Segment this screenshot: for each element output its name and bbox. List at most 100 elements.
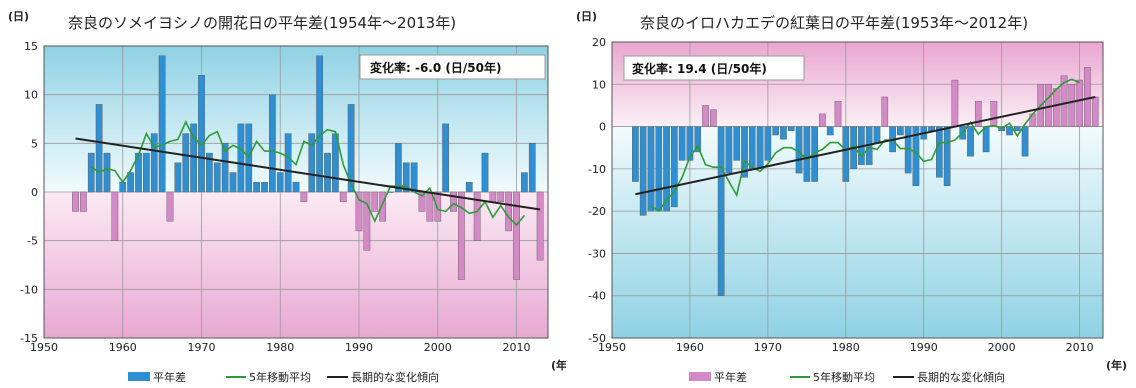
y-tick-label: 0 (599, 121, 606, 134)
bar (678, 126, 686, 161)
bar (967, 126, 974, 157)
bar (237, 123, 245, 193)
bar (489, 191, 497, 202)
bar (253, 182, 260, 193)
bar (1006, 126, 1013, 136)
y-tick-label: 20 (592, 36, 606, 49)
x-tick-label: 1980 (832, 341, 860, 354)
legend-trend-label: 長期的な変化傾向 (917, 370, 1005, 384)
bar (686, 126, 694, 161)
y-tick-label: 15 (24, 40, 38, 53)
x-tick-label: 1960 (676, 341, 704, 354)
y-axis-unit: (日) (576, 10, 597, 23)
bar (803, 126, 811, 182)
bar (150, 133, 158, 193)
plot-frame (611, 41, 1104, 339)
legend-moving-avg-label: 5年移動平均 (249, 370, 311, 384)
change-rate-box: 変化率: 19.4 (日/50年) (623, 55, 805, 81)
bar (694, 126, 702, 153)
y-tick-label: -50 (588, 332, 606, 345)
legend-bar-label: 平年差 (153, 370, 186, 384)
bar (371, 191, 379, 212)
trend-line (635, 95, 1096, 196)
bar (158, 55, 166, 193)
bar (521, 172, 528, 193)
bar (324, 152, 331, 193)
x-tick-label: 1950 (598, 341, 626, 354)
bar (119, 182, 127, 193)
bar (497, 191, 505, 202)
bar (764, 126, 772, 161)
change-rate-annotation: 変化率: 19.4 (日/50年) (632, 61, 767, 76)
legend-bar-label: 平年差 (714, 370, 747, 384)
bar (647, 126, 655, 212)
bar (897, 126, 904, 136)
y-tick-label: 0 (31, 186, 38, 199)
y-tick-label: 10 (24, 89, 38, 102)
bar (473, 191, 481, 241)
chart-title: 奈良のイロハカエデの紅葉日の平年差(1953年〜2012年) (640, 14, 1028, 32)
y-tick-label: -20 (588, 205, 606, 218)
chart-title: 奈良のソメイヨシノの開花日の平年差(1954年〜2013年) (68, 14, 456, 32)
bar (269, 94, 276, 193)
bar (308, 133, 316, 193)
bar (402, 162, 410, 193)
x-tick-label: 1990 (910, 341, 938, 354)
bar (166, 191, 174, 222)
bar (1052, 88, 1060, 127)
bar (982, 126, 990, 153)
x-axis-unit: (年) (1106, 358, 1127, 372)
y-tick-label: 5 (31, 137, 38, 150)
bar (632, 126, 639, 182)
bar (513, 191, 520, 280)
bar (505, 191, 512, 232)
bar (780, 126, 787, 140)
x-tick-label: 2010 (503, 341, 531, 354)
bar (410, 162, 418, 193)
bar (974, 100, 982, 127)
bar (536, 191, 544, 261)
bar (127, 172, 134, 193)
bar (1084, 67, 1091, 127)
y-tick-label: -40 (588, 290, 606, 303)
x-tick-label: 2000 (424, 341, 452, 354)
bar (442, 123, 449, 193)
bar (103, 152, 111, 193)
bar (528, 143, 536, 193)
bar (465, 182, 473, 193)
x-tick-label: 2010 (1066, 341, 1094, 354)
bar (174, 162, 182, 193)
chart-maple-foliage: 20 10 0 -10 -20 -30 -40 -50 1950 1960 1970 1980 1990… (568, 0, 1136, 384)
bar (811, 126, 818, 182)
bar (111, 191, 119, 241)
y-tick-label: -30 (588, 247, 606, 260)
moving-average-line (90, 120, 526, 227)
bar (936, 126, 943, 178)
chart-sakura-bloom: 15 10 5 0 -5 -10 -15 1950 1960 1970 1980 1990 2000 20… (0, 0, 572, 384)
bar (756, 126, 764, 170)
bar (1013, 126, 1021, 131)
bar (826, 126, 834, 136)
y-axis-unit: (日) (8, 10, 29, 23)
bar (1060, 75, 1068, 127)
legend: 平年差 5年移動平均 長期的な変化傾向 (128, 370, 439, 384)
negative-background (612, 126, 1103, 338)
y-tick-label: 10 (592, 78, 606, 91)
x-tick-label: 1970 (188, 341, 216, 354)
change-rate-annotation: 変化率: -6.0 (日/50年) (370, 60, 501, 75)
bar (292, 182, 300, 193)
bar (663, 126, 670, 212)
change-rate-box: 変化率: -6.0 (日/50年) (359, 54, 546, 80)
bar (639, 126, 647, 216)
bar (284, 133, 292, 193)
legend-trend-label: 長期的な変化傾向 (351, 370, 439, 384)
bar (426, 191, 434, 222)
bar (316, 55, 323, 193)
bar (873, 126, 881, 144)
bar (990, 100, 998, 127)
trend-line (75, 137, 541, 211)
x-tick-label: 1990 (345, 341, 373, 354)
x-tick-label: 1950 (30, 341, 58, 354)
bar (655, 126, 663, 212)
